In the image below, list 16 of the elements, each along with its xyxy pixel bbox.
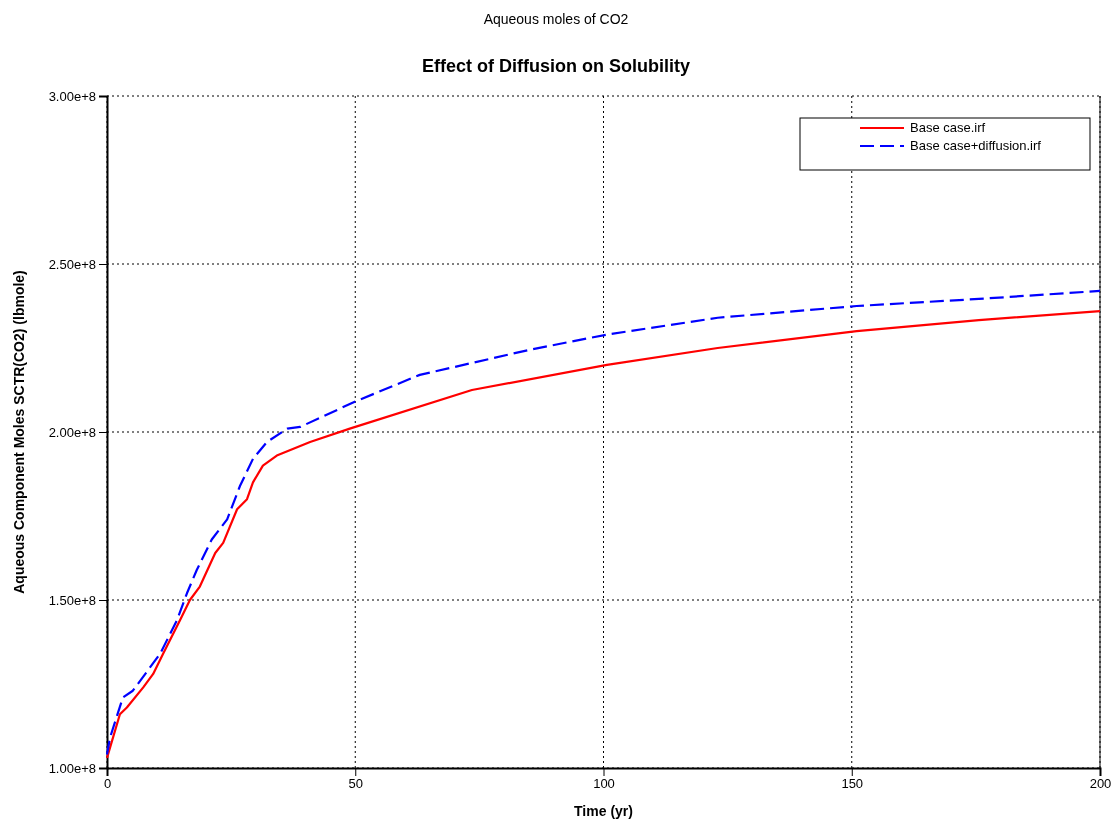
chart-subtitle: Aqueous moles of CO2 bbox=[483, 11, 629, 27]
legend-label: Base case.irf bbox=[910, 120, 986, 135]
y-tick-label: 2.50e+8 bbox=[48, 256, 96, 272]
y-tick-label: 1.50e+8 bbox=[48, 592, 96, 608]
x-tick-label: 200 bbox=[1089, 776, 1112, 792]
y-tick-label: 3.00e+8 bbox=[48, 88, 96, 104]
x-tick-label: 0 bbox=[103, 776, 112, 792]
y-tick-label: 2.00e+8 bbox=[48, 424, 96, 440]
x-tick-label: 150 bbox=[841, 776, 864, 792]
y-tick-label: 1.00e+8 bbox=[48, 760, 96, 776]
x-axis-title: Time (yr) bbox=[574, 803, 633, 819]
legend-label: Base case+diffusion.irf bbox=[910, 138, 1042, 153]
x-tick-label: 50 bbox=[348, 776, 363, 792]
chart-title: Effect of Diffusion on Solubility bbox=[422, 56, 690, 76]
x-tick-label: 100 bbox=[593, 776, 615, 792]
y-axis-title: Aqueous Component Moles SCTR(CO2) (lbmole) bbox=[11, 270, 27, 594]
